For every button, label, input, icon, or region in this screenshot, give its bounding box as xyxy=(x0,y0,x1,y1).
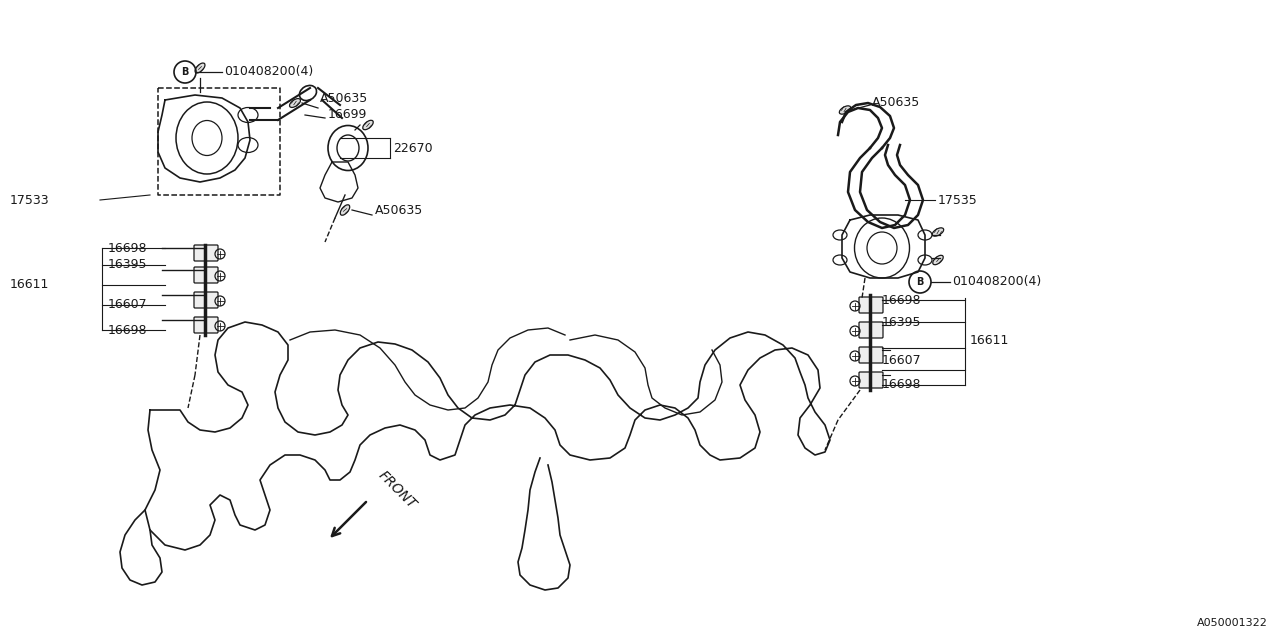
Text: 16611: 16611 xyxy=(10,278,50,291)
Ellipse shape xyxy=(362,120,374,130)
Text: 010408200(4): 010408200(4) xyxy=(952,275,1041,289)
Text: 16395: 16395 xyxy=(882,316,922,328)
Text: A50635: A50635 xyxy=(375,204,424,216)
Text: B: B xyxy=(916,277,924,287)
Text: 17535: 17535 xyxy=(938,193,978,207)
FancyBboxPatch shape xyxy=(195,245,218,261)
Text: 17533: 17533 xyxy=(10,193,50,207)
Text: 16698: 16698 xyxy=(882,378,922,392)
Text: 22670: 22670 xyxy=(393,141,433,154)
Text: FRONT: FRONT xyxy=(376,468,420,512)
Text: 16607: 16607 xyxy=(108,298,147,312)
Text: 16698: 16698 xyxy=(108,323,147,337)
Ellipse shape xyxy=(195,63,205,73)
FancyBboxPatch shape xyxy=(859,372,883,388)
Ellipse shape xyxy=(840,106,851,114)
Text: A50635: A50635 xyxy=(872,95,920,109)
Text: A50635: A50635 xyxy=(320,92,369,104)
Text: 16699: 16699 xyxy=(328,109,367,122)
FancyBboxPatch shape xyxy=(195,267,218,283)
FancyBboxPatch shape xyxy=(859,347,883,363)
Ellipse shape xyxy=(932,228,943,236)
Text: 16698: 16698 xyxy=(108,241,147,255)
Text: B: B xyxy=(182,67,188,77)
Text: 16395: 16395 xyxy=(108,259,147,271)
Text: 16698: 16698 xyxy=(882,294,922,307)
Ellipse shape xyxy=(340,205,349,215)
FancyBboxPatch shape xyxy=(195,292,218,308)
Text: 16607: 16607 xyxy=(882,353,922,367)
Text: 010408200(4): 010408200(4) xyxy=(224,65,314,79)
Text: A050001322: A050001322 xyxy=(1197,618,1268,628)
FancyBboxPatch shape xyxy=(195,317,218,333)
Ellipse shape xyxy=(933,255,943,265)
FancyBboxPatch shape xyxy=(859,297,883,313)
Ellipse shape xyxy=(289,99,301,108)
FancyBboxPatch shape xyxy=(859,322,883,338)
Text: 16611: 16611 xyxy=(970,333,1010,346)
